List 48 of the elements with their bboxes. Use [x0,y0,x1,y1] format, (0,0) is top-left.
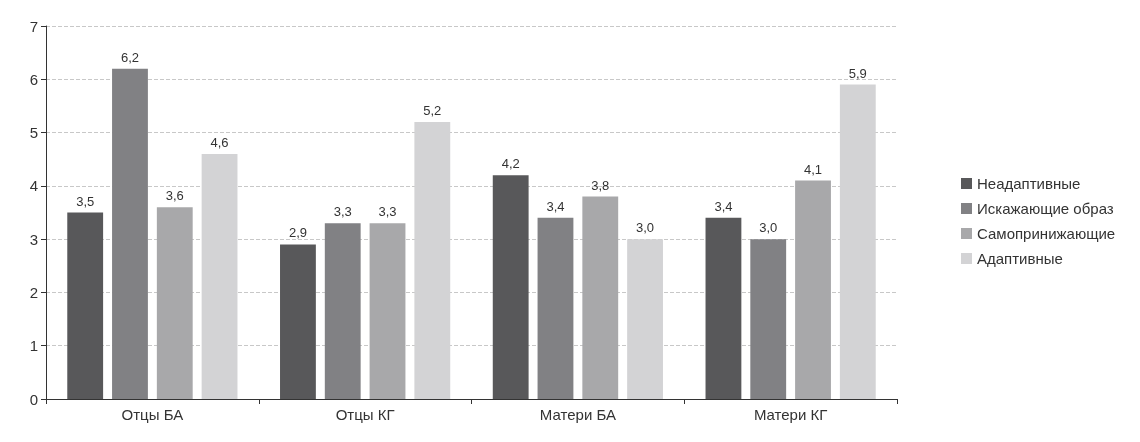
bar [795,180,831,399]
data-label: 5,9 [848,65,867,81]
x-tick-label: Матери КГ [753,406,828,423]
y-tick-label: 1 [29,337,38,355]
bar [839,84,876,399]
data-label: 4,1 [803,161,823,177]
x-tick-label: Отцы КГ [335,406,395,423]
bar [67,212,104,399]
y-tick-label: 0 [29,390,38,408]
bar [324,223,361,399]
y-tick-label: 3 [29,230,38,248]
data-label: 4,2 [501,156,520,172]
bar [156,207,193,399]
data-label: 3,4 [714,198,733,214]
y-tick-label: 6 [29,70,38,88]
data-label: 3,3 [333,204,352,220]
data-label: 3,5 [76,193,95,209]
bar [705,217,742,399]
data-label: 3,0 [636,220,655,236]
data-label: 3,8 [591,177,610,193]
data-label: 3,3 [378,204,397,220]
bar [112,68,148,399]
x-tick-label: Матери БА [539,406,616,423]
data-label: 2,9 [288,225,307,241]
data-label: 3,6 [165,188,184,204]
data-label: 3,0 [759,220,778,236]
legend-label: Адаптивные [977,250,1063,267]
bar [414,121,451,399]
legend-label: Искажающие образ [977,200,1114,217]
legend-label: Неадаптивные [977,175,1081,192]
data-label: 4,6 [210,134,229,150]
data-label: 3,4 [546,198,565,214]
bar [627,239,663,399]
bar [537,217,574,399]
y-tick-label: 4 [29,177,38,195]
legend-label: Самопринижающие [977,225,1116,242]
y-tick-label: 7 [29,17,38,35]
x-tick-label: Отцы БА [121,406,184,423]
y-tick-label: 5 [29,124,38,142]
bar [280,244,316,399]
bar [582,196,619,399]
bar [492,175,529,399]
data-label: 5,2 [423,102,442,118]
data-label: 6,2 [120,49,140,65]
bar [369,223,406,399]
bar [201,153,238,399]
bar [750,239,787,399]
y-tick-label: 2 [29,283,38,301]
